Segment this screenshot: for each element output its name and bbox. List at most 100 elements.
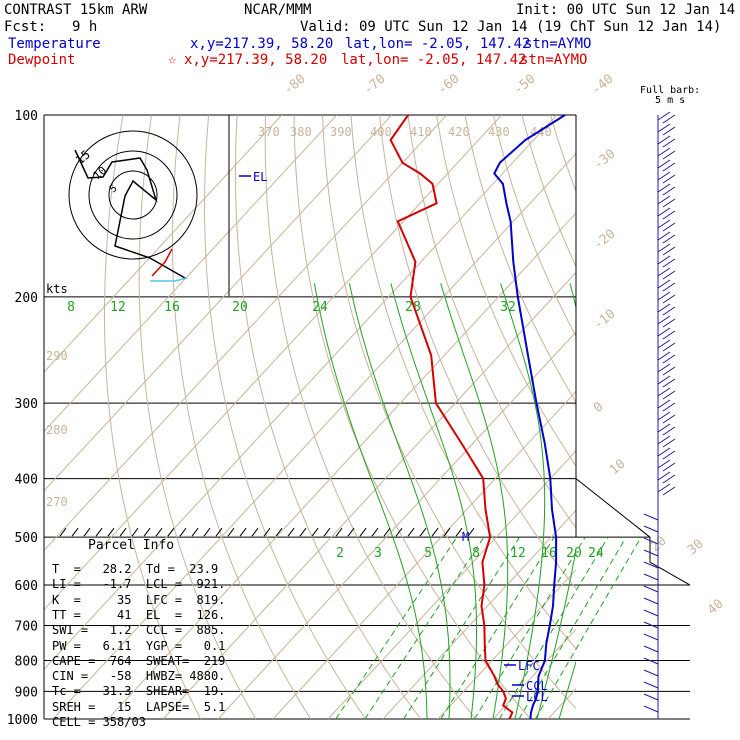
hatch-tick: [119, 527, 127, 537]
init-time: Init: 00 UTC Sun 12 Jan 14: [516, 2, 736, 18]
barb-flag: [657, 375, 671, 385]
hodo-trace-sfc: [150, 277, 188, 282]
barb-flag: [657, 147, 671, 157]
hatch-tick: [179, 527, 187, 537]
hatch-tick: [83, 527, 91, 537]
isotherm--10: [327, 450, 576, 719]
isotherm-label--50: -50: [511, 71, 539, 98]
barb-flag: [657, 135, 671, 145]
barb-flag: [657, 111, 671, 121]
barb-flag: [662, 210, 676, 220]
dry-adiabat-240: [104, 115, 202, 719]
isotherm-0: [382, 509, 576, 719]
hatch-tick: [275, 527, 283, 537]
isotherm-label--10: -10: [591, 306, 619, 333]
dry-adiabat-label-270: 270: [46, 495, 68, 509]
isotherm-label--40: -40: [589, 71, 617, 98]
theta-label-390: 390: [330, 125, 352, 139]
isotherm--90: [44, 115, 448, 552]
mixing-ratio-8: [440, 536, 555, 719]
parcel-row: TT = 41 EL = 126.: [52, 607, 226, 622]
barb-flag: [662, 342, 676, 352]
frame-step: [575, 478, 651, 538]
wind-barbs: [643, 111, 676, 719]
mixing-ratio-20: [518, 536, 627, 719]
barb-flag: [643, 573, 659, 581]
hatch-tick: [419, 527, 427, 537]
barb-flag: [657, 219, 671, 229]
ccl-marker-label: CCL: [526, 679, 548, 693]
isotherm-label--80: -80: [281, 71, 309, 98]
hodo-ring-15: [68, 130, 198, 260]
dry-adiabat-260: [171, 115, 312, 719]
chart-frame: [43, 115, 691, 719]
barb-flag: [643, 585, 659, 593]
barb-flag: [643, 669, 659, 677]
barb-flag: [643, 525, 659, 533]
hatch-tick: [395, 527, 403, 537]
barb-flag: [662, 330, 676, 340]
hodo-ring-label-5: 5: [108, 183, 120, 195]
barb-flag: [662, 318, 676, 328]
hatch-tick: [455, 527, 463, 537]
mixing-label-12: 12: [510, 546, 526, 561]
valid-time: Valid: 09 UTC Sun 12 Jan 14 (19 ChT Sun …: [300, 19, 722, 35]
moist-label-16: 16: [164, 300, 180, 315]
legend-dewpoint-label: Dewpoint: [8, 52, 76, 68]
lcl-marker-label: LCL: [526, 690, 548, 704]
m-marker: M: [462, 530, 469, 544]
sounding-profiles: [389, 114, 566, 720]
frame-step3: [649, 561, 691, 586]
barb-flag: [662, 486, 676, 496]
pressure-label-400: 400: [15, 473, 38, 488]
hatch-tick: [131, 527, 139, 537]
barb-flag: [657, 303, 671, 313]
hatch-tick: [299, 527, 307, 537]
dry-adiabat-400: [579, 115, 740, 719]
mixing-label-5: 5: [424, 546, 432, 561]
hatch-tick: [383, 527, 391, 537]
barb-flag: [643, 513, 659, 521]
mixing-ratio-16: [498, 536, 609, 719]
mixing-label-24: 24: [588, 546, 604, 561]
barb-flag: [662, 426, 676, 436]
barb-legend: Full barb: 5 m s: [640, 86, 700, 106]
barb-flag: [657, 459, 671, 469]
moist-adiabat-24: [500, 283, 546, 719]
moist-adiabat-28: [536, 283, 576, 719]
parcel-row: K = 35 LFC = 819.: [52, 592, 226, 607]
dry-adiabat-label-280: 280: [46, 423, 68, 437]
isotherm-label-20: 20: [648, 534, 670, 556]
pressure-label-300: 300: [15, 397, 38, 412]
isotherm-label-0: 0: [591, 400, 607, 417]
hatch-tick: [311, 527, 319, 537]
barb-flag: [643, 549, 659, 557]
barb-flag: [662, 402, 676, 412]
hodo-ring-5: [108, 170, 158, 220]
hodo-trace-low: [151, 248, 173, 277]
barb-flag: [662, 174, 676, 184]
isotherm--20: [272, 390, 576, 719]
isotherm-label-10: 10: [607, 457, 629, 479]
hatch-tick: [107, 527, 115, 537]
mixing-ratio-5: [403, 536, 520, 719]
dry-adiabat-320: [350, 115, 576, 650]
barb-flag: [643, 681, 659, 689]
hatch-tick: [215, 527, 223, 537]
barb-flag: [662, 462, 676, 472]
isotherm-20: [492, 628, 576, 719]
profile-temperature: [493, 114, 566, 720]
parcel-row: CELL = 358/03: [52, 715, 146, 729]
legend-dewpoint-xy: x,y=217.39, 58.20: [184, 52, 328, 68]
barb-flag: [662, 150, 676, 160]
mixing-label-2: 2: [336, 546, 344, 561]
legend-temperature-latlon: lat,lon= -2.05, 147.42: [345, 36, 531, 52]
isotherm-label-30: 30: [685, 537, 707, 559]
el-marker-label: EL: [253, 170, 267, 184]
barb-flag: [657, 387, 671, 397]
hatch-tick: [227, 527, 235, 537]
barb-flag: [657, 399, 671, 409]
pressure-label-1000: 1000: [7, 713, 38, 728]
dry-adiabat-250: [138, 115, 257, 719]
